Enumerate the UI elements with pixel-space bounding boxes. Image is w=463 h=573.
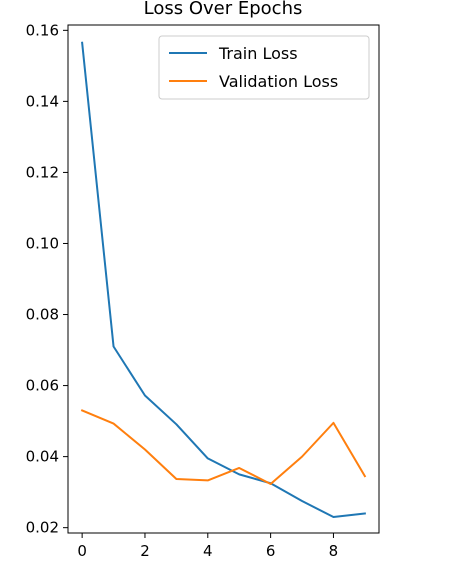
y-tick-label: 0.06 — [26, 377, 59, 395]
plot-frame — [67, 24, 380, 534]
chart-title: Loss Over Epochs — [144, 0, 303, 19]
y-tick-label: 0.16 — [26, 21, 59, 39]
series-layer — [80, 41, 367, 519]
y-axis: 0.02 0.04 0.06 0.08 0.10 0.12 0.14 0.16 — [26, 21, 68, 537]
x-tick-label: 4 — [203, 542, 213, 560]
y-tick-label: 0.14 — [26, 92, 59, 110]
legend-label: Train Loss — [218, 44, 298, 63]
series-line-train-loss — [81, 41, 366, 519]
legend-label: Validation Loss — [219, 72, 338, 91]
y-tick-label: 0.08 — [26, 306, 59, 324]
y-tick-label: 0.02 — [26, 519, 59, 537]
legend: Train Loss Validation Loss — [158, 35, 370, 100]
x-tick-label: 0 — [77, 542, 87, 560]
y-tick-label: 0.04 — [26, 448, 59, 466]
series-line-validation-loss — [80, 409, 367, 485]
y-tick-label: 0.12 — [26, 163, 59, 181]
x-axis: 0 2 4 6 8 — [77, 533, 338, 560]
legend-box — [158, 35, 370, 100]
x-tick-label: 2 — [140, 542, 150, 560]
x-tick-label: 6 — [266, 542, 276, 560]
x-tick-label: 8 — [329, 542, 339, 560]
y-tick-label: 0.10 — [26, 234, 59, 252]
